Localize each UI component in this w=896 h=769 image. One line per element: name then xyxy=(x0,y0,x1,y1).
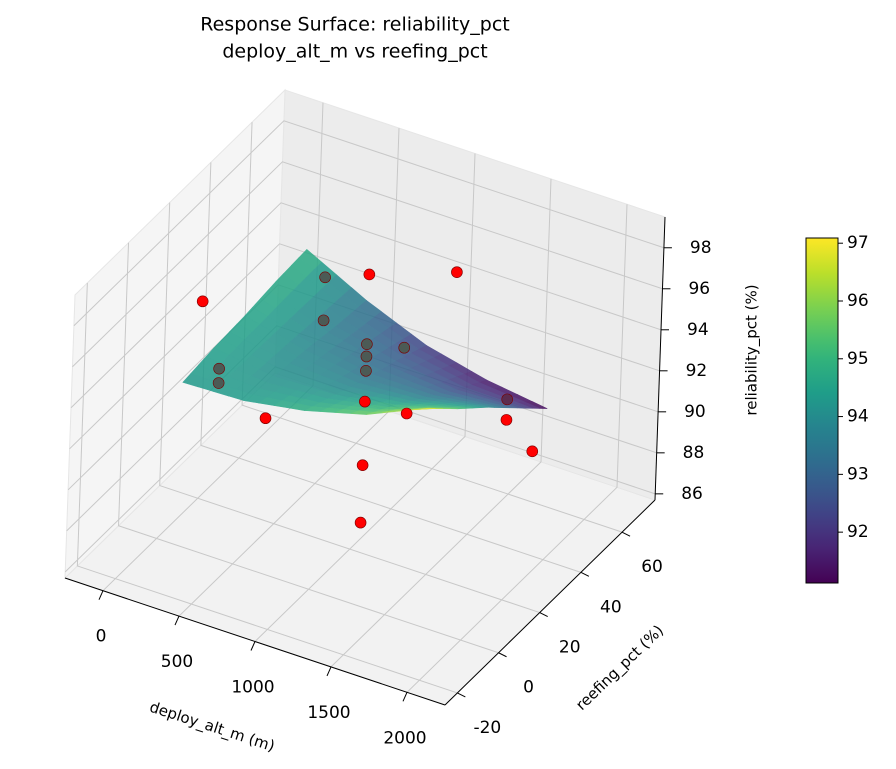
colorbar-tick-label: 96 xyxy=(847,291,869,311)
z-tick-label: 90 xyxy=(684,402,706,422)
y-tick xyxy=(498,652,507,658)
chart-title: Response Surface: reliability_pct xyxy=(200,14,509,36)
x-tick-label: 1500 xyxy=(307,703,350,723)
data-point xyxy=(526,445,539,458)
y-grid-line xyxy=(159,202,540,614)
y-grid-line xyxy=(241,122,623,533)
y-tick-label: 60 xyxy=(641,557,663,577)
y-axis-label: reefing_pct (%) xyxy=(572,621,668,714)
x-tick xyxy=(402,692,408,702)
x-tick xyxy=(250,641,256,651)
z-grid-line xyxy=(73,120,665,327)
data-point xyxy=(451,266,463,278)
x-tick-label: 1000 xyxy=(231,678,274,698)
x-grid-line xyxy=(330,178,552,668)
surface-cell xyxy=(412,407,436,411)
left-pane xyxy=(64,88,286,580)
data-point xyxy=(259,412,272,425)
surface xyxy=(182,248,548,415)
colorbar-tick-label: 97 xyxy=(847,233,869,253)
x-axis-label: deploy_alt_m (m) xyxy=(147,698,277,756)
colorbar-tick-label: 92 xyxy=(847,522,869,542)
data-point xyxy=(359,395,371,408)
y-tick xyxy=(457,692,466,698)
z-tick-label: 86 xyxy=(681,484,703,504)
data-point xyxy=(360,365,372,377)
y-grid-line xyxy=(118,242,499,654)
x-axis-line xyxy=(64,577,446,706)
data-point xyxy=(319,271,331,284)
z-axis-label: reliability_pct (%) xyxy=(743,284,762,415)
z-tick-label: 88 xyxy=(683,443,705,463)
x-tick-label: 0 xyxy=(96,627,107,647)
data-point xyxy=(360,350,373,363)
y-axis-line xyxy=(444,499,656,706)
y-tick-label: -20 xyxy=(473,718,501,738)
y-tick-label: 40 xyxy=(600,597,622,617)
data-point xyxy=(398,341,411,354)
data-point xyxy=(363,268,376,281)
y-tick-label: 0 xyxy=(523,678,534,698)
z-tick-label: 94 xyxy=(687,320,709,340)
data-point xyxy=(500,414,513,426)
y-tick xyxy=(580,571,590,577)
data-point xyxy=(501,393,513,406)
x-tick xyxy=(98,590,104,600)
z-tick-label: 92 xyxy=(686,361,708,381)
colorbar-tick-label: 93 xyxy=(847,464,869,484)
x-tick-label: 2000 xyxy=(383,728,426,748)
data-point xyxy=(212,377,225,389)
data-point xyxy=(213,362,225,375)
colorbar xyxy=(805,237,839,584)
y-tick xyxy=(539,612,548,617)
y-grid-line xyxy=(76,282,458,694)
data-point xyxy=(356,459,369,471)
data-point xyxy=(354,516,367,529)
colorbar-tick-label: 94 xyxy=(847,407,869,427)
z-axis-line xyxy=(654,216,666,501)
x-tick xyxy=(326,666,332,677)
x-grid-line xyxy=(254,153,476,642)
x-tick-label: 500 xyxy=(161,652,193,672)
z-grid-line xyxy=(69,243,660,450)
data-point xyxy=(317,314,330,327)
data-point xyxy=(361,338,373,350)
x-tick xyxy=(174,615,180,626)
y-tick xyxy=(621,531,631,537)
colorbar-tick-label: 95 xyxy=(847,349,869,369)
z-grid-line xyxy=(70,202,662,409)
x-grid-line xyxy=(406,204,628,693)
z-tick-label: 96 xyxy=(688,279,710,299)
z-grid-line xyxy=(72,161,663,368)
z-tick-label: 98 xyxy=(690,238,712,258)
y-grid-line xyxy=(200,162,582,573)
y-tick-label: 20 xyxy=(559,638,581,658)
chart-subtitle: deploy_alt_m vs reefing_pct xyxy=(222,41,487,63)
data-point xyxy=(400,407,413,420)
data-point xyxy=(196,295,209,308)
